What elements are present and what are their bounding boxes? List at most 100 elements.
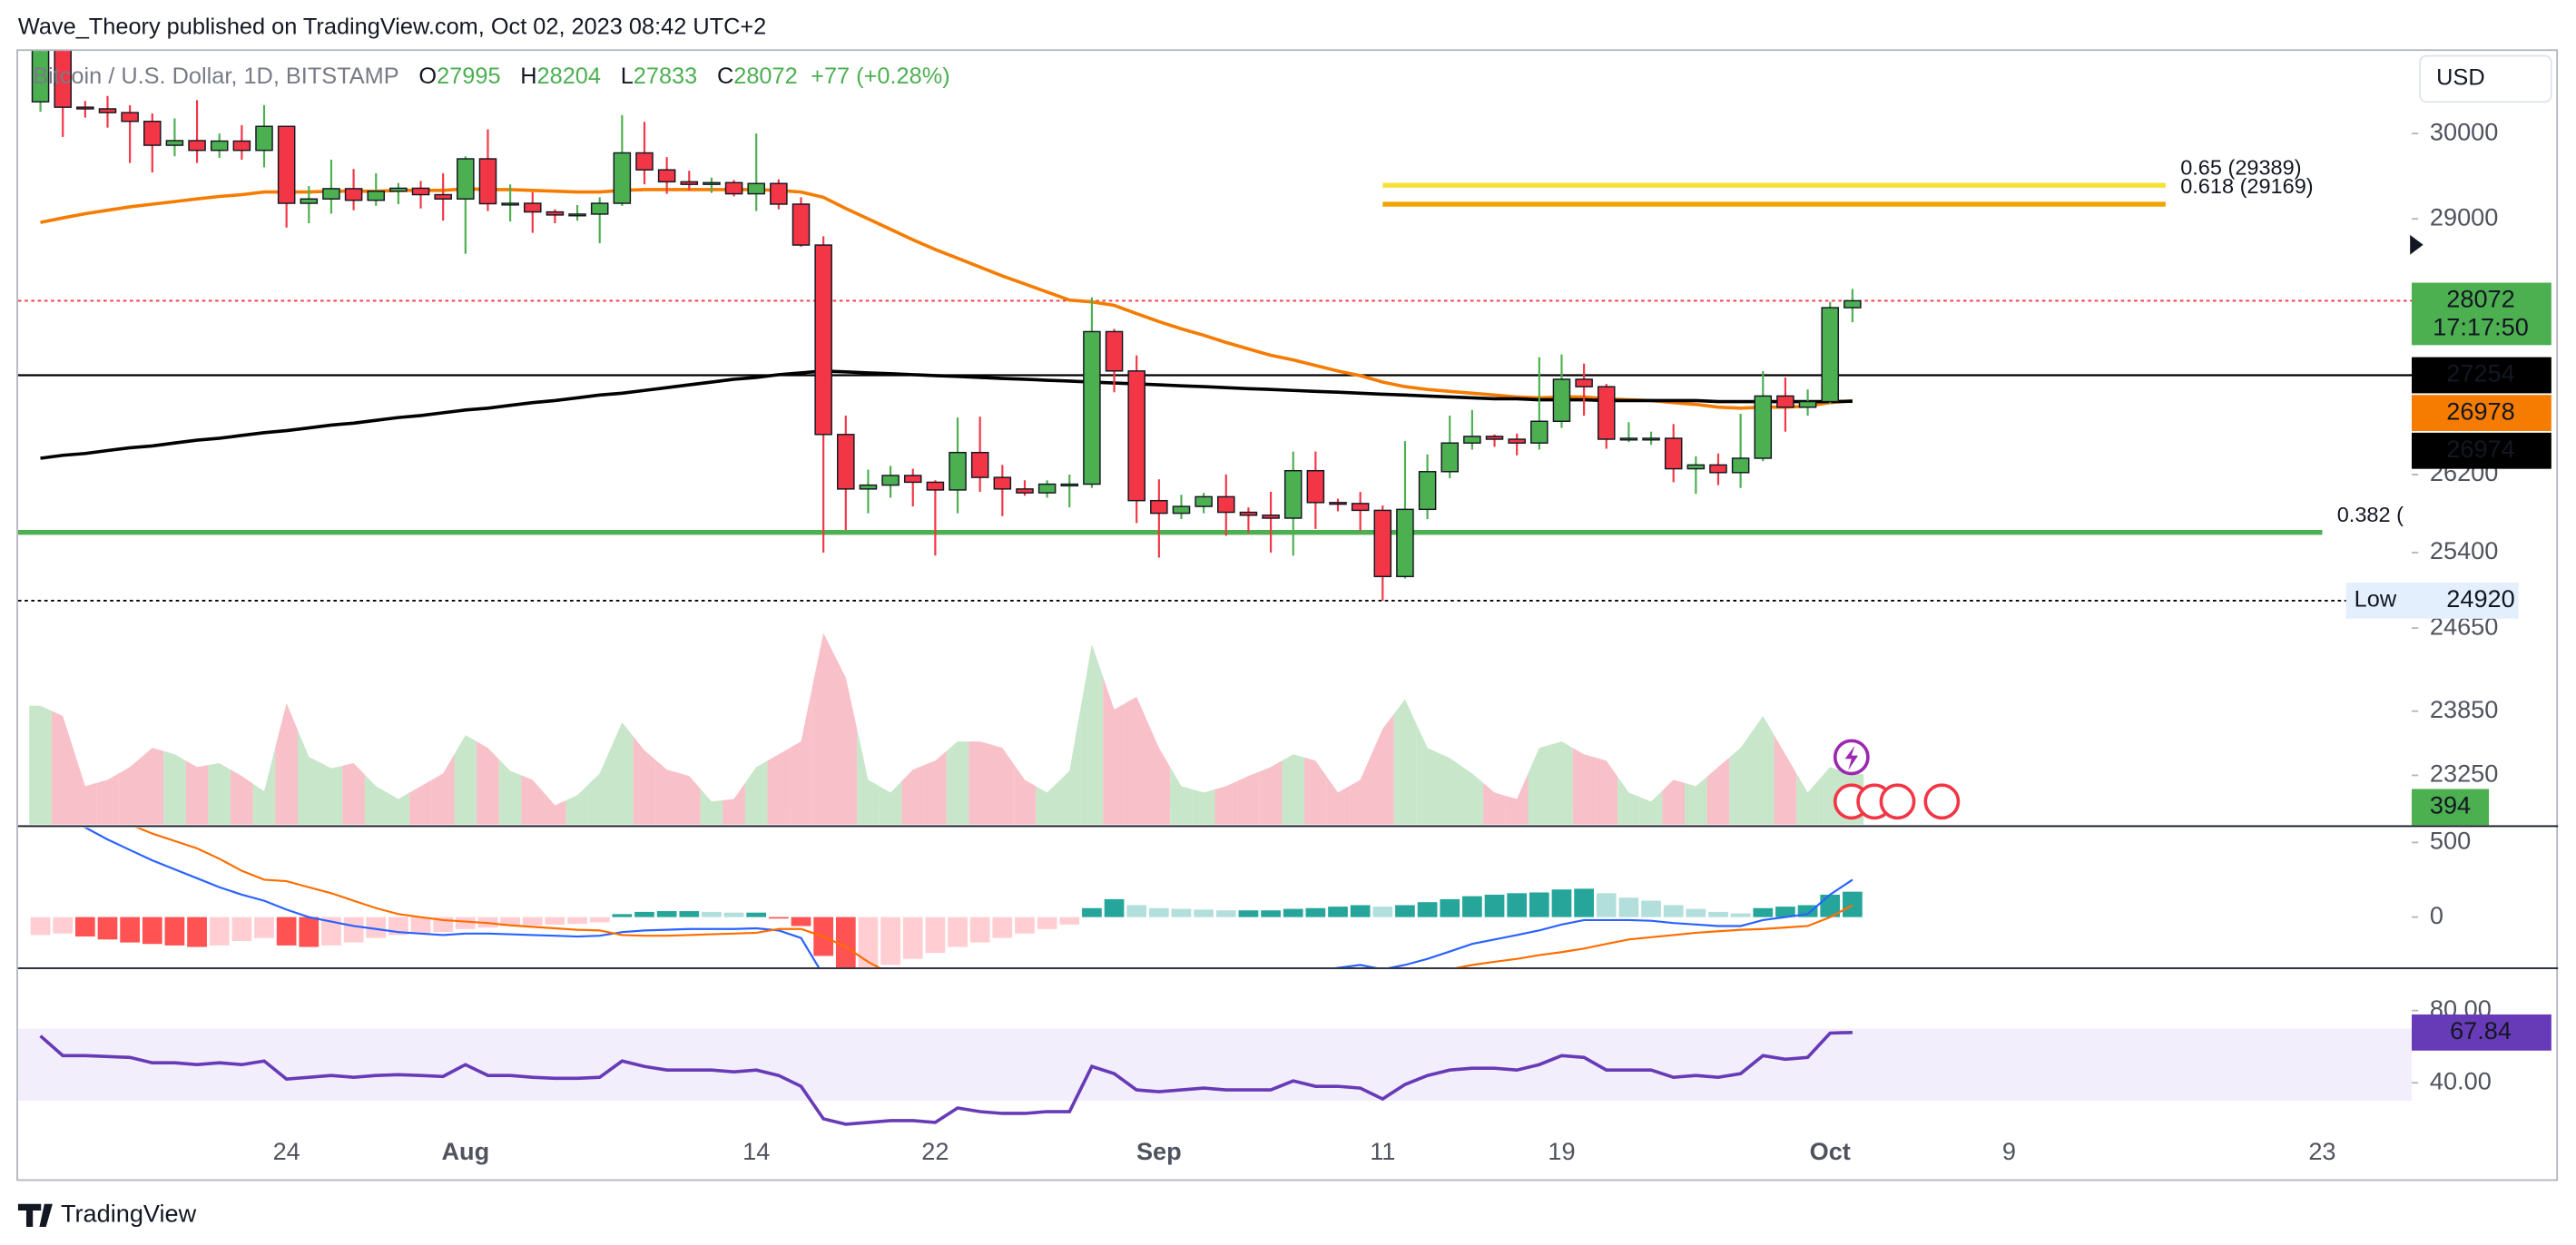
event-flag[interactable] xyxy=(1879,783,1916,820)
volume-area xyxy=(163,750,186,825)
candle-body xyxy=(657,169,676,183)
volume-area xyxy=(1057,707,1081,825)
macd-bar xyxy=(187,917,207,947)
candle-body xyxy=(1485,436,1504,440)
candle-body xyxy=(232,140,251,152)
volume-area xyxy=(96,773,119,825)
currency-box[interactable] xyxy=(2419,54,2552,103)
candle-body xyxy=(1396,508,1414,578)
volume-area xyxy=(1617,776,1640,825)
volume-area xyxy=(1774,735,1797,825)
macd-bar xyxy=(1328,907,1348,917)
macd-bar xyxy=(1641,900,1661,917)
candle-body xyxy=(1373,509,1392,578)
candle-body xyxy=(1552,378,1571,422)
macd-bar xyxy=(1753,907,1774,917)
volume-area xyxy=(29,705,52,825)
candle-body xyxy=(210,140,229,152)
macd-bar xyxy=(1395,905,1415,917)
macd-bar xyxy=(1596,893,1617,917)
candle-body xyxy=(814,244,832,436)
volume-area xyxy=(1371,713,1394,825)
macd-bar xyxy=(1417,902,1438,917)
volume-area xyxy=(454,735,477,825)
volume-area xyxy=(565,784,589,825)
event-flag[interactable] xyxy=(1923,783,1961,820)
volume-area xyxy=(655,760,678,825)
macd-bar xyxy=(1820,894,1841,917)
candle-body xyxy=(1664,437,1683,470)
volume-area xyxy=(1192,789,1215,825)
macd-bar xyxy=(1283,908,1303,917)
candle-body xyxy=(1016,488,1034,494)
macd-bar xyxy=(723,912,744,917)
macd-bar xyxy=(1440,898,1460,917)
macd-bar xyxy=(545,917,565,925)
macd-bar xyxy=(1462,896,1482,917)
macd-bar xyxy=(1663,905,1684,917)
candle-body xyxy=(457,158,475,200)
macd-bar xyxy=(209,917,230,946)
legend-prefix: H xyxy=(520,64,536,89)
volume-area xyxy=(946,741,969,825)
currency[interactable]: USD xyxy=(2436,65,2484,91)
macd-bar xyxy=(702,911,722,917)
macd-bar xyxy=(53,917,74,934)
candle-body xyxy=(635,152,654,171)
macd-bar xyxy=(1305,907,1326,917)
volume-area xyxy=(1282,754,1305,825)
macd-pane xyxy=(30,828,1863,968)
candle-body xyxy=(770,182,788,205)
price-label-box xyxy=(2412,432,2551,469)
volume-area xyxy=(1416,723,1439,825)
candle-body xyxy=(1642,437,1660,441)
macd-bar xyxy=(769,917,789,919)
candle-body xyxy=(680,181,699,185)
macd-bar xyxy=(902,917,923,959)
candle-body xyxy=(121,112,139,123)
plot-layer: 24 Aug 14 22 Sep 11 19 Oct 9 23300002900026200254… xyxy=(17,51,2551,1165)
price-label-box xyxy=(2412,395,2551,432)
candle-body xyxy=(568,213,586,217)
macd-bar xyxy=(1618,897,1639,917)
volume-area xyxy=(1326,776,1350,825)
candle-body xyxy=(1530,420,1549,444)
macd-bar xyxy=(120,917,140,943)
volume-label: 394 xyxy=(2430,791,2471,819)
volume-area xyxy=(118,757,142,825)
volume-area xyxy=(1460,765,1484,825)
x-tick-label: Oct xyxy=(1810,1137,1851,1165)
signal-line xyxy=(135,828,1853,968)
volume-area xyxy=(185,760,209,825)
macd-bar xyxy=(1574,888,1594,917)
candle-body xyxy=(188,140,206,152)
macd-bar xyxy=(1148,907,1169,917)
volume-area xyxy=(1639,790,1663,825)
price-label-box xyxy=(2345,583,2519,619)
y-tick-label: 23850 xyxy=(2430,695,2498,723)
candle-body xyxy=(724,181,743,195)
x-tick-label: 19 xyxy=(1548,1137,1575,1165)
candle-body xyxy=(1821,307,1839,403)
candle-body xyxy=(926,481,945,491)
volume-area xyxy=(700,789,723,825)
candle-body xyxy=(1037,483,1057,494)
volume-area xyxy=(1013,763,1037,825)
macd-bar xyxy=(1104,898,1125,917)
macd-bar xyxy=(948,917,968,947)
candle-body xyxy=(1754,395,1773,459)
candle-body xyxy=(1463,436,1481,444)
candle-body xyxy=(1798,400,1817,408)
y-tick-label: 23250 xyxy=(2430,760,2498,788)
x-tick-label: Sep xyxy=(1136,1137,1182,1165)
volume-area xyxy=(51,711,74,825)
fib-label: 0.65 (29389) xyxy=(2180,155,2301,179)
macd-bar xyxy=(1708,911,1728,917)
volume-area xyxy=(1170,767,1193,825)
volume-area xyxy=(1147,722,1171,825)
price-label: 24920 xyxy=(2446,584,2514,613)
volume-area xyxy=(1080,644,1104,825)
volume-area xyxy=(1796,773,1819,825)
volume-area xyxy=(879,780,902,825)
volume-area xyxy=(208,763,231,825)
